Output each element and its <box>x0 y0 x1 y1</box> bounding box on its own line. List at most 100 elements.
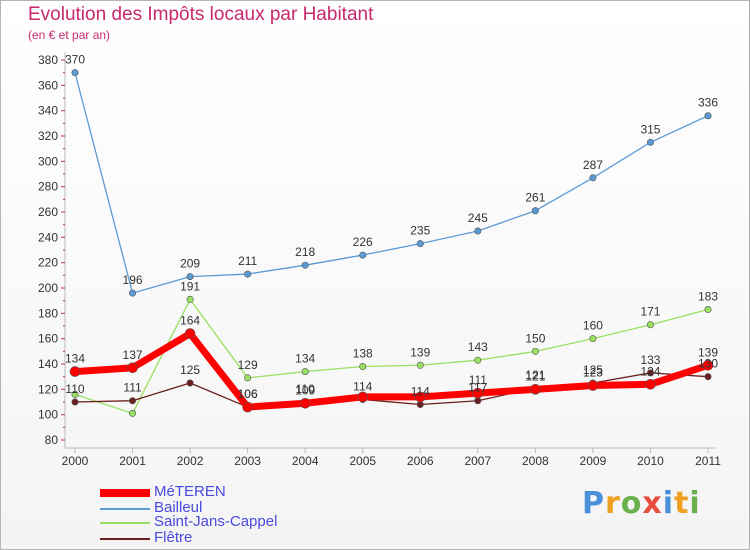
data-point-m-teren <box>357 391 369 403</box>
logo-letter: t <box>674 486 690 521</box>
series-line-saint-jans-cappel <box>74 298 709 415</box>
data-point-m-teren <box>299 397 311 409</box>
x-tick-label: 2007 <box>464 454 491 468</box>
legend-swatch <box>100 489 150 497</box>
data-label-saint-jans-cappel: 139 <box>410 345 430 359</box>
data-point-m-teren <box>414 391 426 403</box>
data-label-bailleul: 235 <box>410 224 430 238</box>
legend-label: Flêtre <box>154 529 193 546</box>
data-point-bailleul <box>416 240 424 248</box>
data-point-bailleul <box>244 270 252 278</box>
data-point-m-teren <box>69 366 81 377</box>
data-point-fl-tre <box>71 398 79 406</box>
data-label-saint-jans-cappel: 150 <box>525 331 545 345</box>
y-tick-label: 260 <box>38 205 58 219</box>
data-point-fl-tre <box>186 379 194 387</box>
data-point-bailleul <box>186 273 194 281</box>
x-tick-label: 2011 <box>695 454 721 468</box>
data-labels: 370 196 209 211 218 226 235 245 261 287 315 336 191 1… <box>65 53 718 401</box>
data-point-saint-jans-cappel <box>531 347 539 355</box>
data-point-bailleul <box>474 227 482 235</box>
series-line-fl-tre <box>74 372 709 408</box>
chart-title: Evolution des Impôts locaux par Habitant <box>28 4 374 25</box>
data-label-bailleul: 336 <box>698 96 718 110</box>
data-point-saint-jans-cappel <box>589 335 597 343</box>
legend-swatch <box>100 522 150 524</box>
data-label-m-teren: 134 <box>65 352 85 366</box>
y-tick-label: 160 <box>38 332 58 346</box>
legend-label: Bailleul <box>154 499 203 516</box>
data-label-bailleul: 245 <box>468 211 488 225</box>
data-label-bailleul: 196 <box>123 273 143 287</box>
data-point-m-teren <box>530 384 541 395</box>
x-tick-label: 2002 <box>177 454 204 468</box>
data-point-saint-jans-cappel <box>474 356 482 364</box>
data-label-bailleul: 287 <box>583 158 603 172</box>
data-label-fl-tre: 125 <box>180 363 200 377</box>
data-label-fl-tre: 114 <box>353 379 372 393</box>
y-tick-label: 320 <box>38 129 58 143</box>
data-label-bailleul: 226 <box>353 235 373 249</box>
data-point-bailleul <box>531 207 539 215</box>
data-label-fl-tre: 130 <box>698 357 718 371</box>
series-layer <box>69 69 714 417</box>
series-line-m-teren <box>74 330 710 411</box>
data-label-bailleul: 218 <box>295 245 315 259</box>
data-point-fl-tre <box>646 369 654 377</box>
data-point-fl-tre <box>704 373 712 381</box>
logo-letter: x <box>642 486 663 521</box>
data-label-fl-tre: 121 <box>525 368 545 382</box>
proxiti-logo: Proxiti <box>582 486 701 521</box>
data-point-m-teren <box>242 401 253 413</box>
data-point-bailleul <box>129 289 137 297</box>
y-tick-label: 240 <box>38 230 58 244</box>
data-point-saint-jans-cappel <box>301 368 309 376</box>
data-label-saint-jans-cappel: 138 <box>353 347 373 361</box>
data-label-fl-tre: 125 <box>583 363 603 377</box>
data-label-saint-jans-cappel: 129 <box>238 358 258 372</box>
y-tick-label: 340 <box>38 104 58 118</box>
data-label-m-teren: 139 <box>698 345 718 359</box>
data-label-bailleul: 315 <box>640 122 660 136</box>
data-label-fl-tre: 110 <box>65 382 84 396</box>
data-point-saint-jans-cappel <box>704 306 712 314</box>
legend-swatch <box>100 508 150 510</box>
data-point-saint-jans-cappel <box>646 321 654 329</box>
data-point-m-teren <box>587 380 599 391</box>
y-tick-label: 380 <box>38 53 58 67</box>
data-label-m-teren: 111 <box>469 373 488 387</box>
legend-label: MéTEREN <box>154 483 226 500</box>
data-point-saint-jans-cappel <box>359 363 367 371</box>
data-label-fl-tre: 106 <box>238 387 258 401</box>
data-label-fl-tre: 114 <box>411 385 430 399</box>
data-point-saint-jans-cappel <box>129 409 137 417</box>
data-point-fl-tre <box>416 401 424 409</box>
x-tick-label: 2003 <box>234 454 261 468</box>
data-label-m-teren: 123 <box>583 366 603 380</box>
legend-swatch <box>100 538 150 540</box>
y-tick-label: 360 <box>38 78 58 92</box>
data-point-m-teren <box>127 362 138 374</box>
y-tick-label: 180 <box>38 306 58 320</box>
data-point-saint-jans-cappel <box>186 295 194 303</box>
logo-letter: o <box>620 486 643 521</box>
data-label-fl-tre: 117 <box>468 381 487 395</box>
y-tick-label: 80 <box>45 433 59 447</box>
data-point-m-teren <box>472 387 484 399</box>
data-label-m-teren: 137 <box>123 348 143 362</box>
data-label-saint-jans-cappel: 183 <box>698 290 718 304</box>
data-label-fl-tre: 110 <box>296 382 315 396</box>
data-label-m-teren: 109 <box>295 383 315 397</box>
data-point-bailleul <box>71 69 79 77</box>
data-label-fl-tre: 111 <box>123 381 142 395</box>
x-tick-label: 2008 <box>522 454 549 468</box>
x-tick-label: 2010 <box>637 454 664 468</box>
y-tick-label: 220 <box>38 256 58 270</box>
data-point-m-teren <box>702 359 714 371</box>
x-tick-label: 2005 <box>349 454 376 468</box>
x-tick-label: 2006 <box>407 454 434 468</box>
data-point-bailleul <box>704 112 712 120</box>
data-label-saint-jans-cappel: 143 <box>468 340 488 354</box>
